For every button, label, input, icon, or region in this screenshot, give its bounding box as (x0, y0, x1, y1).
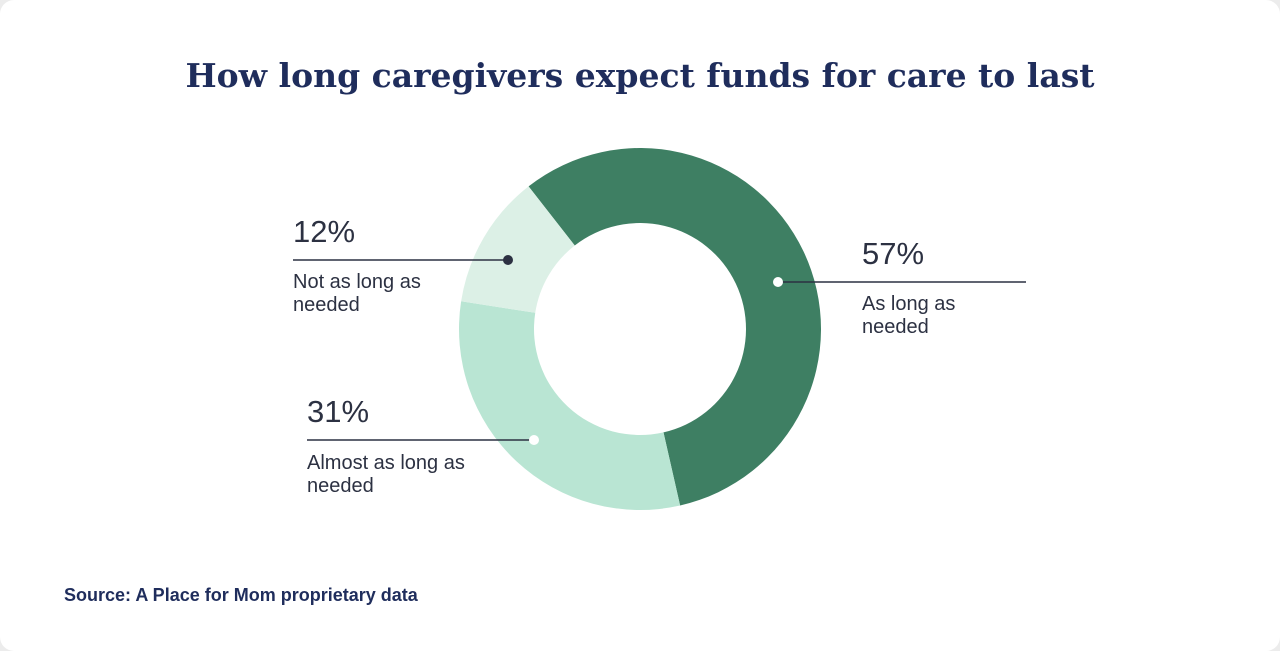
chart-title: How long caregivers expect funds for car… (185, 56, 1095, 95)
value-label: 31% (307, 394, 370, 429)
category-label: Almost as long as needed (307, 452, 465, 497)
source-note: Source: A Place for Mom proprietary data (64, 585, 418, 605)
leader-dot (529, 435, 539, 445)
leader-dot (503, 255, 513, 265)
category-label: Not as long as needed (293, 271, 421, 316)
donut-segment (528, 148, 821, 506)
leader-dot (773, 277, 783, 287)
category-label: As long as needed (862, 293, 956, 338)
value-label: 57% (862, 236, 925, 271)
donut-segment (459, 301, 681, 511)
donut-segment (461, 186, 575, 313)
value-label: 12% (293, 214, 356, 249)
